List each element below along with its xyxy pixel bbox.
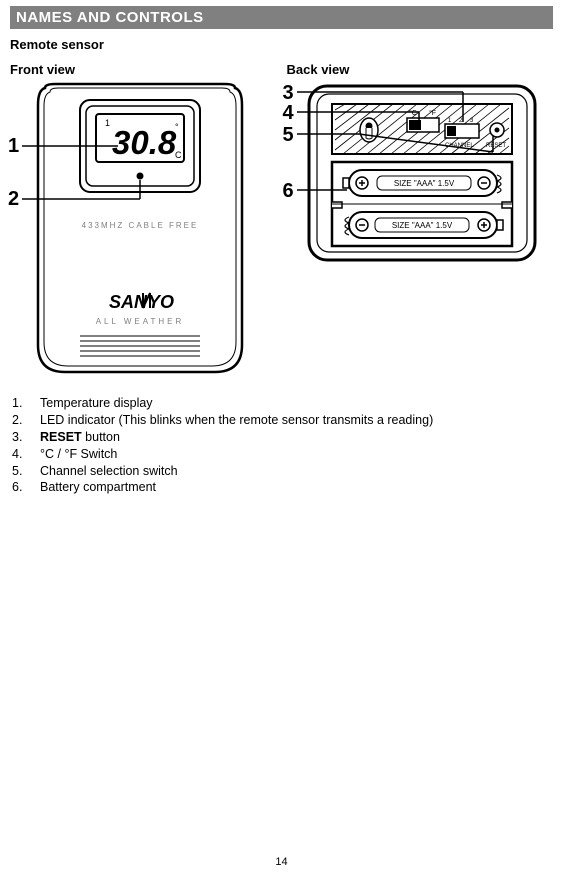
svg-text:YO: YO (148, 292, 174, 312)
section-header: NAMES AND CONTROLS (10, 6, 553, 29)
list-item: 2. LED indicator (This blinks when the r… (10, 412, 553, 429)
svg-text:°F: °F (429, 109, 436, 117)
svg-text:SIZE "AAA" 1.5V: SIZE "AAA" 1.5V (393, 179, 454, 188)
svg-text:C: C (175, 150, 182, 160)
page-number: 14 (0, 856, 563, 868)
front-view-column: Front view 1 2 1 30.8 ° C (10, 62, 277, 385)
list-item: 3. RESET button (10, 429, 553, 446)
lcd-temp: 30.8 (112, 124, 177, 161)
list-text-reset: RESET button (40, 429, 553, 446)
subtitle: Remote sensor (10, 37, 553, 52)
lcd-channel: 1 (105, 118, 110, 128)
front-view-label: Front view (10, 62, 277, 77)
callout-4: 4 (283, 102, 294, 125)
back-view-figure: 3 4 5 6 (287, 80, 554, 275)
back-sensor-svg: °C °F 1 2 3 CHANNEL RESET (287, 80, 547, 270)
list-item: 5. Channel selection switch (10, 463, 553, 480)
front-view-figure: 1 2 1 30.8 ° C (10, 80, 277, 385)
band-text: 433MHZ CABLE FREE (82, 221, 199, 230)
brand-logo: SAN YO (109, 292, 174, 312)
front-sensor-svg: 1 30.8 ° C 433MHZ CABLE FREE SAN YO (10, 80, 270, 380)
views-row: Front view 1 2 1 30.8 ° C (10, 62, 553, 385)
svg-text:SIZE "AAA" 1.5V: SIZE "AAA" 1.5V (391, 221, 452, 230)
callout-6: 6 (283, 180, 294, 203)
parts-list: 1. Temperature display 2. LED indicator … (10, 395, 553, 496)
callout-2: 2 (8, 188, 19, 211)
back-view-column: Back view 3 4 5 6 (287, 62, 554, 385)
svg-text:RESET: RESET (486, 143, 506, 149)
list-item: 1. Temperature display (10, 395, 553, 412)
callout-1: 1 (8, 135, 19, 158)
back-view-label: Back view (287, 62, 554, 77)
tagline: ALL WEATHER (96, 317, 185, 326)
callout-5: 5 (283, 124, 294, 147)
svg-text:°C: °C (409, 109, 417, 117)
lcd-unit: ° (175, 122, 179, 132)
list-item: 4. °C / °F Switch (10, 446, 553, 463)
list-item: 6. Battery compartment (10, 479, 553, 496)
